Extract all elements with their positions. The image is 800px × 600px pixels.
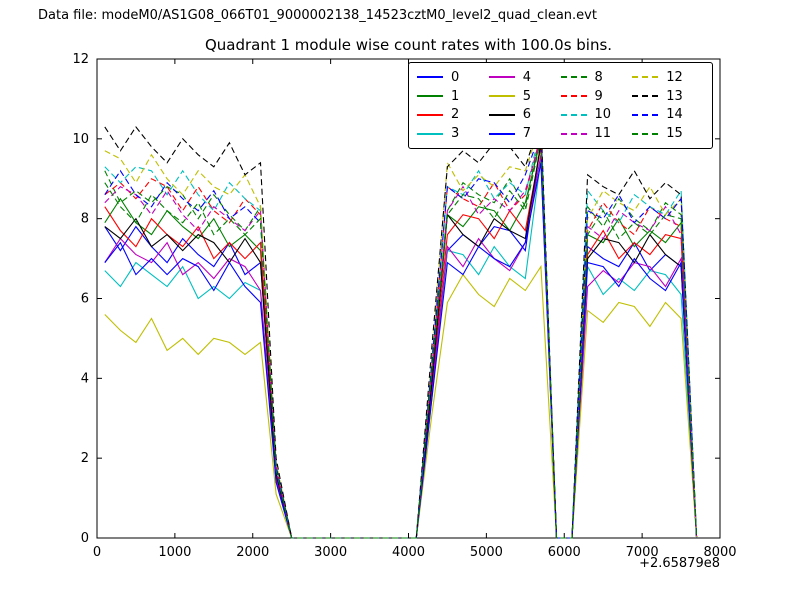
legend-label: 12 [666,69,683,85]
legend-item-6: 6 [488,106,561,125]
y-tick-label: 0 [81,531,89,546]
x-tick-label: 2000 [236,545,269,560]
series-line-12 [104,122,698,539]
y-tick-label: 6 [81,292,89,307]
legend-line-sample [560,113,587,116]
y-tick-label: 2 [81,451,89,466]
legend-line-sample [417,113,443,116]
data-file-label: Data file: modeM0/AS1G08_066T01_90000021… [38,8,597,23]
legend-label: 3 [451,126,460,142]
y-tick-label: 12 [72,52,89,67]
legend-line-sample [417,76,443,79]
legend-label: 10 [594,107,612,123]
legend-label: 0 [451,69,460,85]
series-line-2 [104,146,698,539]
legend-item-1: 1 [417,87,489,106]
legend-label: 14 [666,107,683,123]
x-tick-label: 5000 [470,545,503,560]
legend-item-13: 13 [632,87,704,106]
legend-item-5: 5 [488,87,561,106]
legend-label: 6 [522,107,532,123]
legend-item-15: 15 [632,124,704,143]
series-line-5 [104,264,698,539]
series-line-14 [104,130,698,539]
x-tick-label: 1000 [158,545,191,560]
legend-item-11: 11 [560,124,633,143]
x-tick-label: 3000 [314,545,347,560]
x-tick-label: 7000 [626,545,659,560]
legend-label: 2 [451,107,460,123]
legend-item-2: 2 [417,106,489,125]
series-line-15 [104,138,698,539]
x-tick-label: 0 [93,545,101,560]
legend-label: 8 [594,69,603,85]
legend-label: 15 [666,126,683,142]
legend-item-4: 4 [488,68,561,87]
legend-line-sample [560,76,587,79]
series-line-11 [104,138,698,539]
y-tick-label: 10 [72,132,89,147]
x-axis-offset-label: +2.65879e8 [639,556,720,571]
legend-line-sample [632,95,659,98]
legend-line-sample [632,113,659,116]
series-line-6 [104,142,698,539]
legend-item-3: 3 [417,124,489,143]
series-line-3 [104,158,698,539]
legend-item-12: 12 [632,68,704,87]
chart-title: Quadrant 1 module wise count rates with … [204,36,613,54]
x-tick-label: 6000 [548,545,581,560]
legend-line-sample [488,95,515,98]
legend-label: 7 [522,126,532,142]
legend-label: 11 [594,126,612,142]
legend-line-sample [632,76,659,79]
legend-line-sample [560,95,587,98]
series-line-9 [104,134,698,539]
legend-line-sample [417,95,443,98]
legend-item-8: 8 [560,68,633,87]
y-tick-label: 4 [81,371,89,386]
legend-line-sample [632,132,659,135]
legend-item-10: 10 [560,106,633,125]
legend-line-sample [417,132,443,135]
x-tick-label: 4000 [392,545,425,560]
series-line-1 [104,138,698,539]
legend-label: 4 [522,69,532,85]
legend-label: 9 [594,88,603,104]
series-line-0 [104,142,698,539]
legend-label: 5 [522,88,532,104]
y-tick-label: 8 [81,212,89,227]
series-line-13 [104,118,698,539]
series-line-8 [104,130,698,539]
legend-line-sample [488,132,515,135]
legend-item-14: 14 [632,106,704,125]
legend-line-sample [488,76,515,79]
legend-label: 1 [451,88,460,104]
legend-item-9: 9 [560,87,633,106]
legend: 0 1 2 3 4 5 6 7 8 9 10 11 12 13 14 15 [408,62,713,149]
series-line-10 [104,126,698,539]
legend-item-7: 7 [488,124,561,143]
legend-item-0: 0 [417,68,489,87]
legend-line-sample [560,132,587,135]
legend-label: 13 [666,88,683,104]
x-tick-label: 8000 [703,545,736,560]
legend-line-sample [488,113,515,116]
